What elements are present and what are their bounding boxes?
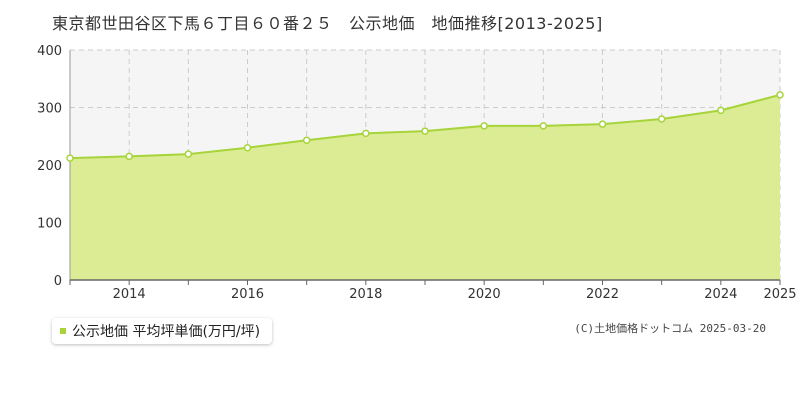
y-tick-label-200: 200 — [37, 159, 62, 174]
data-point-2022 — [600, 121, 606, 127]
data-point-2024 — [718, 107, 724, 113]
data-point-2025 — [777, 92, 783, 98]
data-point-2014 — [126, 153, 132, 159]
data-point-2020 — [481, 123, 487, 129]
x-tick-label-2025: 2025 — [763, 287, 796, 302]
y-tick-label-100: 100 — [37, 217, 62, 232]
y-tick-label-400: 400 — [37, 44, 62, 59]
legend: 公示地価 平均坪単価(万円/坪) — [52, 318, 272, 344]
x-tick-label-2020: 2020 — [468, 287, 501, 302]
data-point-2015 — [185, 151, 191, 157]
data-point-2013 — [67, 155, 73, 161]
legend-label: 公示地価 平均坪単価(万円/坪) — [72, 321, 260, 341]
data-point-2017 — [304, 137, 310, 143]
y-tick-label-0: 0 — [54, 274, 62, 289]
data-point-2016 — [245, 145, 251, 151]
legend-swatch — [60, 328, 66, 334]
y-tick-label-300: 300 — [37, 102, 62, 117]
x-tick-label-2014: 2014 — [113, 287, 146, 302]
x-tick-label-2024: 2024 — [704, 287, 737, 302]
x-tick-label-2022: 2022 — [586, 287, 619, 302]
x-tick-label-2016: 2016 — [231, 287, 264, 302]
data-point-2023 — [659, 116, 665, 122]
copyright-text: (C)土地価格ドットコム 2025-03-20 — [574, 320, 766, 336]
x-tick-label-2018: 2018 — [349, 287, 382, 302]
data-point-2021 — [540, 123, 546, 129]
data-point-2019 — [422, 128, 428, 134]
data-point-2018 — [363, 130, 369, 136]
